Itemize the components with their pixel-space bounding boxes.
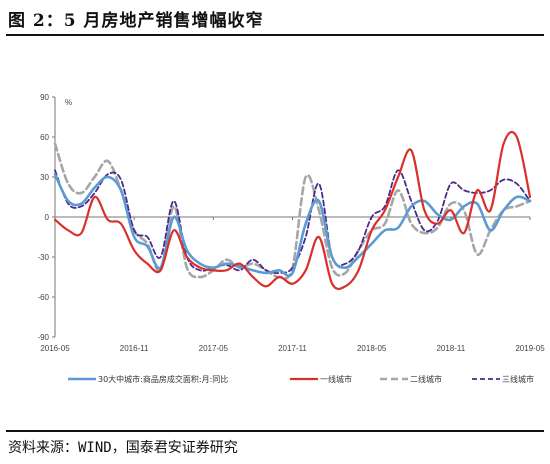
x-tick-label: 2017-11: [278, 344, 307, 353]
x-tick-label: 2016-11: [120, 344, 149, 353]
y-tick-label: 90: [40, 93, 49, 102]
legend-label-3: 二线城市: [410, 374, 442, 384]
legend-label-1: 30大中城市:商品房成交面积:月:同比: [98, 374, 228, 384]
x-tick-label: 2018-11: [436, 344, 465, 353]
legend-label-2: 一线城市: [320, 374, 352, 384]
line-chart: -90 -60 -30 0 30 60 90% 2016-05 2016-11 2017-05 20…: [37, 93, 545, 384]
x-tick-label: 2017-05: [199, 344, 229, 353]
source-rule: [6, 430, 544, 432]
x-tick-label: 2019-05: [515, 344, 545, 353]
y-tick-label: 60: [40, 133, 49, 142]
x-tick-label: 2018-05: [357, 344, 387, 353]
y-tick-label: -60: [37, 293, 49, 302]
x-tick-label: 2016-05: [40, 344, 70, 353]
series-line-1: [53, 173, 532, 278]
figure-title: 图 2：5 月房地产销售增幅收窄: [8, 11, 264, 31]
source-note: 资料来源：WIND，国泰君安证券研究: [8, 440, 238, 456]
y-tick-label: -90: [37, 333, 49, 342]
y-tick-label: 0: [45, 213, 50, 222]
y-tick-label: 30: [40, 173, 49, 182]
y-unit-label: %: [65, 98, 72, 107]
series-line-2: [53, 130, 532, 291]
title-rule: [6, 34, 544, 36]
legend-label-4: 三线城市: [502, 374, 534, 384]
series-line-4: [54, 169, 531, 274]
y-tick-label: -30: [37, 253, 49, 262]
